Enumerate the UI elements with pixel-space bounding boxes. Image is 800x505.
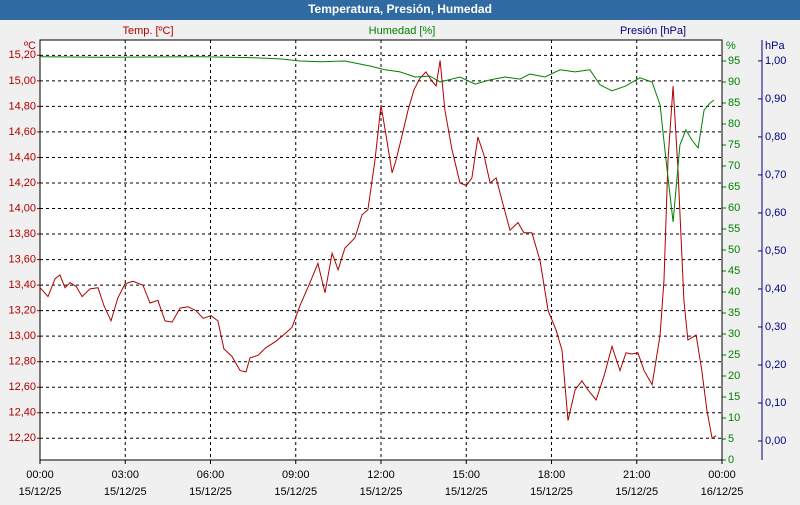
y3-tick-label: 1,00 [765, 55, 786, 67]
y-tick-label: 15,20 [8, 49, 36, 61]
plot-border [39, 39, 723, 461]
y3-tick-label: 0,40 [765, 283, 786, 295]
y-tick-label: 14,60 [8, 126, 36, 138]
y2-tick-label: 60 [728, 202, 740, 214]
y-tick-label: 15,00 [8, 75, 36, 87]
y2-tick-label: 5 [728, 433, 734, 445]
y2-tick-label: 70 [728, 160, 740, 172]
y2-axis-title: Humedad [%] [369, 25, 436, 37]
x-tick-date: 15/12/25 [274, 486, 317, 498]
y2-tick-label: 20 [728, 370, 740, 382]
y-tick-label: 13,80 [8, 228, 36, 240]
x-tick-label: 00:00 [708, 469, 736, 481]
y-tick-label: 13,60 [8, 253, 36, 265]
y-tick-label: 12,60 [8, 381, 36, 393]
y2-tick-label: 25 [728, 349, 740, 361]
y3-tick-label: 0,80 [765, 131, 786, 143]
x-tick-date: 15/12/25 [189, 486, 232, 498]
y3-tick-label: 0,20 [765, 359, 786, 371]
y3-tick-label: 0,50 [765, 245, 786, 257]
x-tick-label: 06:00 [197, 469, 225, 481]
x-tick-label: 12:00 [367, 469, 395, 481]
y-tick-label: 14,80 [8, 100, 36, 112]
y3-unit: hPa [765, 40, 785, 52]
y3-tick-label: 0,90 [765, 93, 786, 105]
y2-tick-label: 85 [728, 97, 740, 109]
y2-tick-label: 0 [728, 454, 734, 466]
x-tick-date: 15/12/25 [530, 486, 573, 498]
x-tick-label: 00:00 [26, 469, 54, 481]
y2-tick-label: 75 [728, 139, 740, 151]
y2-tick-label: 35 [728, 307, 740, 319]
y2-tick-label: 55 [728, 223, 740, 235]
y3-tick-label: 0,30 [765, 321, 786, 333]
x-tick-date: 16/12/25 [701, 486, 744, 498]
x-tick-label: 09:00 [282, 469, 310, 481]
y-tick-label: 14,00 [8, 202, 36, 214]
y2-tick-label: 95 [728, 55, 740, 67]
x-tick-date: 15/12/25 [445, 486, 488, 498]
y2-tick-label: 30 [728, 328, 740, 340]
x-tick-date: 15/12/25 [19, 486, 62, 498]
y-tick-label: 12,80 [8, 356, 36, 368]
y-tick-label: 13,00 [8, 330, 36, 342]
x-tick-label: 21:00 [623, 469, 651, 481]
chart-title: Temperatura, Presión, Humedad [308, 2, 492, 16]
y-tick-label: 13,20 [8, 305, 36, 317]
series-line [39, 60, 717, 440]
y2-tick-label: 45 [728, 265, 740, 277]
title-bar [0, 0, 800, 20]
y-tick-label: 12,20 [8, 432, 36, 444]
x-tick-label: 15:00 [452, 469, 480, 481]
y-tick-label: 14,20 [8, 177, 36, 189]
y-tick-label: 14,40 [8, 151, 36, 163]
y2-unit: % [726, 40, 736, 52]
y2-tick-label: 40 [728, 286, 740, 298]
x-tick-label: 03:00 [111, 469, 139, 481]
y3-tick-label: 0,70 [765, 169, 786, 181]
y2-tick-label: 65 [728, 181, 740, 193]
y-tick-label: 12,40 [8, 407, 36, 419]
x-tick-date: 15/12/25 [615, 486, 658, 498]
y3-axis-title: Presión [hPa] [620, 25, 686, 37]
series-line [39, 56, 715, 222]
y2-tick-label: 10 [728, 412, 740, 424]
y2-tick-label: 50 [728, 244, 740, 256]
y2-tick-label: 90 [728, 76, 740, 88]
x-tick-date: 15/12/25 [360, 486, 403, 498]
y-tick-label: 13,40 [8, 279, 36, 291]
y3-tick-label: 0,60 [765, 207, 786, 219]
y3-tick-label: 0,10 [765, 397, 786, 409]
x-tick-label: 18:00 [538, 469, 566, 481]
y2-tick-label: 80 [728, 118, 740, 130]
y3-tick-label: 0,00 [765, 435, 786, 447]
y-axis-title: Temp. [ºC] [122, 25, 173, 37]
x-tick-date: 15/12/25 [104, 486, 147, 498]
y-unit: ºC [24, 40, 36, 52]
y2-tick-label: 15 [728, 391, 740, 403]
